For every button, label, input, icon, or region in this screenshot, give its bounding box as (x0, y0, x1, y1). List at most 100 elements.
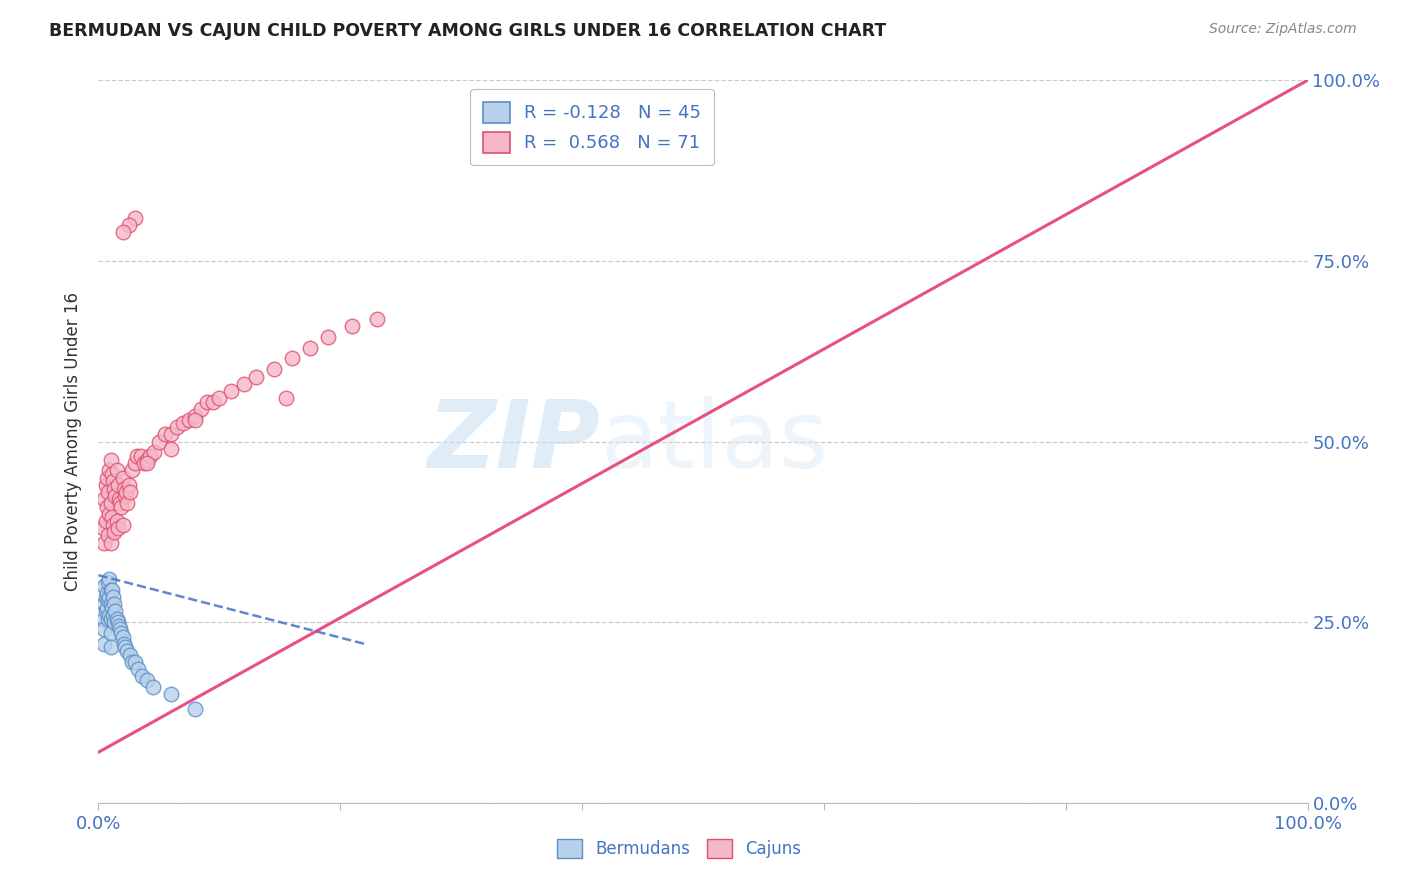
Point (105, 514, 128, 528)
Point (131, 669, 153, 683)
Point (107, 521, 129, 535)
Point (100, 626, 122, 640)
Point (111, 630, 134, 644)
Point (121, 655, 143, 669)
Point (97, 575, 120, 590)
Point (104, 489, 127, 503)
Point (299, 341, 322, 355)
Point (100, 467, 122, 481)
Point (124, 456, 146, 470)
Point (93, 492, 115, 507)
Point (148, 434, 170, 449)
Text: atlas: atlas (600, 395, 828, 488)
Point (103, 615, 125, 630)
Point (129, 449, 152, 463)
Point (104, 604, 127, 618)
Point (111, 470, 134, 484)
Point (114, 489, 136, 503)
Point (135, 456, 157, 470)
Point (93, 623, 115, 637)
Point (184, 409, 207, 424)
Point (93, 597, 115, 611)
Point (184, 702, 207, 716)
Point (134, 456, 156, 470)
Point (108, 492, 131, 507)
Point (118, 485, 141, 500)
Point (124, 655, 146, 669)
Point (107, 478, 129, 492)
Point (94, 604, 117, 618)
Point (101, 475, 124, 489)
Point (96, 586, 118, 600)
Point (100, 496, 122, 510)
Point (179, 413, 201, 427)
Point (202, 394, 225, 409)
Point (117, 496, 139, 510)
Point (94, 478, 117, 492)
Point (101, 590, 124, 604)
Point (153, 427, 176, 442)
Point (100, 611, 122, 625)
Point (100, 640, 122, 655)
Point (111, 225, 134, 239)
Point (316, 330, 339, 344)
Point (96, 470, 118, 484)
Y-axis label: Child Poverty Among Girls Under 16: Child Poverty Among Girls Under 16 (65, 292, 83, 591)
Point (96, 600, 118, 615)
Point (98, 507, 121, 521)
Point (93, 611, 115, 625)
Point (100, 535, 122, 549)
Point (105, 611, 128, 625)
Point (100, 600, 122, 615)
Point (112, 482, 135, 496)
Point (166, 420, 188, 434)
Point (108, 496, 131, 510)
Point (101, 607, 124, 622)
Point (101, 517, 124, 532)
Point (94, 590, 117, 604)
Text: Source: ZipAtlas.com: Source: ZipAtlas.com (1209, 22, 1357, 37)
Point (366, 311, 388, 326)
Point (142, 680, 165, 694)
Point (100, 452, 122, 467)
Point (94, 514, 117, 528)
Point (98, 607, 121, 622)
Point (105, 463, 128, 477)
Legend: Bermudans, Cajuns: Bermudans, Cajuns (548, 830, 810, 867)
Point (100, 582, 122, 597)
Point (108, 619, 131, 633)
Point (98, 590, 121, 604)
Text: ZIP: ZIP (427, 395, 600, 488)
Point (93, 579, 115, 593)
Point (103, 482, 125, 496)
Point (274, 391, 297, 405)
Point (190, 402, 212, 417)
Point (110, 500, 132, 514)
Point (118, 478, 141, 492)
Point (160, 442, 183, 456)
Point (98, 463, 121, 477)
Point (91, 521, 114, 535)
Point (114, 640, 136, 655)
Point (97, 485, 120, 500)
Point (342, 318, 364, 333)
Point (100, 582, 122, 597)
Point (121, 463, 143, 477)
Point (127, 449, 149, 463)
Point (97, 593, 120, 607)
Point (118, 218, 141, 232)
Point (127, 662, 149, 676)
Point (281, 351, 304, 366)
Point (97, 528, 120, 542)
Point (108, 623, 131, 637)
Point (112, 637, 135, 651)
Point (245, 369, 267, 384)
Point (93, 535, 115, 549)
Point (139, 449, 162, 463)
Point (97, 611, 120, 625)
Point (117, 644, 139, 658)
Point (107, 615, 129, 630)
Point (124, 211, 146, 225)
Point (172, 417, 194, 431)
Point (103, 597, 125, 611)
